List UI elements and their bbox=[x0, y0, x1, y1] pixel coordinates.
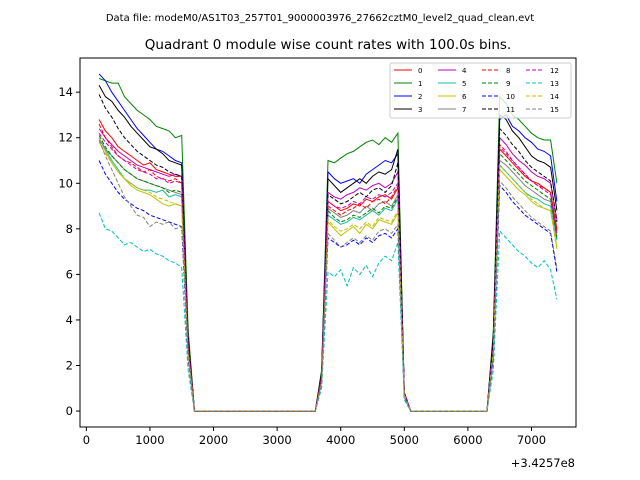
legend-label-12: 12 bbox=[550, 67, 559, 75]
y-tick-label: 8 bbox=[66, 222, 73, 236]
legend-label-0: 0 bbox=[418, 67, 422, 75]
plot-series bbox=[98, 73, 558, 412]
legend-box bbox=[389, 62, 572, 119]
legend-label-11: 11 bbox=[506, 106, 515, 114]
y-tick-label: 2 bbox=[66, 359, 73, 373]
legend-label-8: 8 bbox=[506, 67, 510, 75]
x-tick-label: 0 bbox=[83, 433, 90, 447]
series-line-15 bbox=[98, 139, 558, 412]
y-tick-label: 6 bbox=[66, 267, 73, 281]
chart-title: Quadrant 0 module wise count rates with … bbox=[145, 37, 511, 53]
legend-label-7: 7 bbox=[462, 106, 466, 114]
x-tick-label: 1000 bbox=[135, 433, 164, 447]
y-tick-label: 4 bbox=[66, 313, 73, 327]
legend-label-9: 9 bbox=[506, 80, 510, 88]
chart-suptitle: Data file: modeM0/AS1T03_257T01_90000039… bbox=[106, 13, 534, 24]
x-tick-label: 7000 bbox=[517, 433, 546, 447]
x-offset-label: +3.4257e8 bbox=[511, 456, 575, 470]
legend-label-1: 1 bbox=[418, 80, 422, 88]
x-tick-label: 2000 bbox=[199, 433, 228, 447]
legend-label-14: 14 bbox=[550, 93, 559, 101]
y-tick-label: 10 bbox=[58, 176, 73, 190]
legend-label-2: 2 bbox=[418, 93, 422, 101]
x-tick-label: 6000 bbox=[453, 433, 482, 447]
legend-label-10: 10 bbox=[506, 93, 515, 101]
y-tick-label: 0 bbox=[66, 404, 73, 418]
x-tick-label: 4000 bbox=[326, 433, 355, 447]
series-line-9 bbox=[98, 135, 558, 412]
y-tick-label: 12 bbox=[58, 131, 73, 145]
series-line-13 bbox=[98, 212, 558, 412]
legend-label-13: 13 bbox=[550, 80, 559, 88]
y-axis: 0 2 4 6 8 10 12 14 bbox=[58, 85, 80, 418]
legend-label-5: 5 bbox=[462, 80, 466, 88]
x-axis: 0 1000 2000 3000 4000 5000 6000 7000 bbox=[83, 427, 546, 447]
x-tick-label: 5000 bbox=[390, 433, 419, 447]
y-tick-label: 14 bbox=[58, 85, 73, 99]
x-tick-label: 3000 bbox=[262, 433, 291, 447]
legend-label-6: 6 bbox=[462, 93, 467, 101]
series-line-11 bbox=[98, 94, 558, 412]
legend-label-15: 15 bbox=[550, 106, 559, 114]
legend-label-4: 4 bbox=[462, 67, 467, 75]
plot-frame bbox=[79, 57, 577, 428]
legend-label-3: 3 bbox=[418, 106, 422, 114]
